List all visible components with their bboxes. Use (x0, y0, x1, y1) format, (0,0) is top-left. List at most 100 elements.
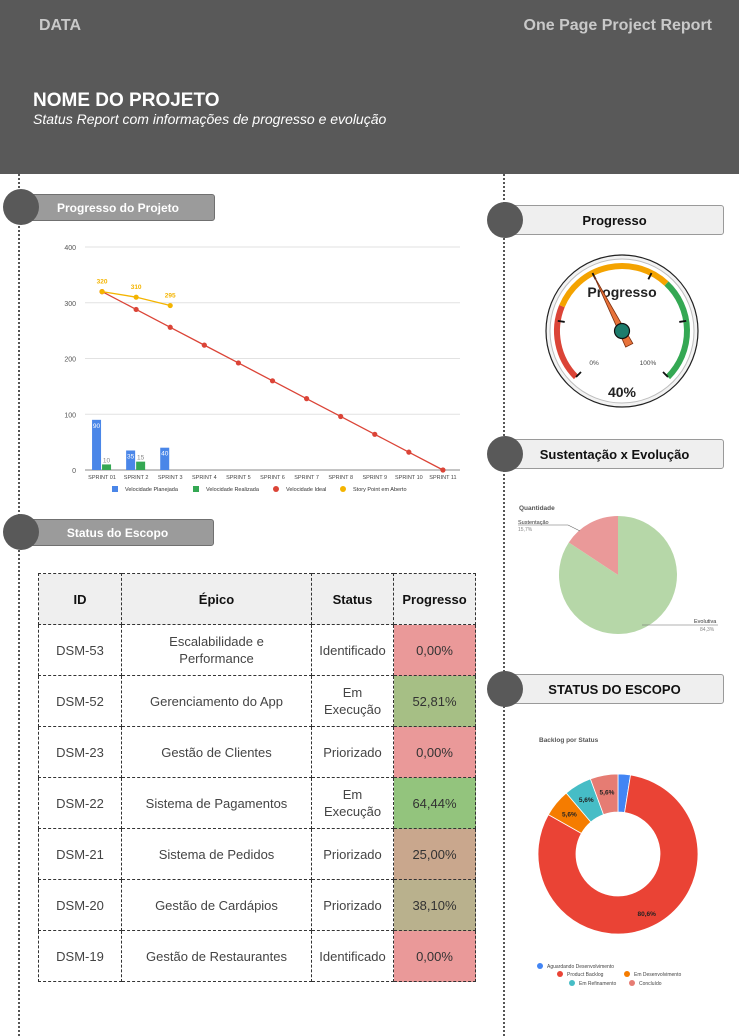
gauge-tick (647, 272, 653, 280)
data-point (235, 360, 242, 366)
pie-title: Quantidade (519, 505, 555, 512)
section-title: Progresso (505, 205, 724, 235)
x-tick-label: SPRINT 4 (192, 475, 217, 481)
scope-table: ID Épico Status Progresso DSM-53 Escalab… (38, 573, 476, 982)
gauge-band (559, 263, 669, 308)
data-point (269, 378, 276, 384)
bar-data-label: 10 (103, 457, 111, 464)
cell-id: DSM-22 (38, 777, 122, 829)
gauge-hub (613, 322, 631, 340)
table-row: DSM-20 Gestão de Cardápios Priorizado 38… (38, 879, 476, 931)
pie-slice-label: Sustentação (518, 520, 549, 526)
gauge-value-label: 40% (608, 384, 637, 400)
data-point (338, 413, 344, 420)
cell-status: Priorizado (311, 828, 394, 880)
bar (160, 447, 170, 470)
x-tick-label: SPRINT 3 (158, 475, 183, 481)
pie-slice-label: Evolutiva (694, 619, 717, 625)
section-scope-status-chart: STATUS DO ESCOPO (487, 671, 724, 707)
backlog-status-donut: Backlog por Status80,6%5,6%5,6%5,6%Aguar… (537, 737, 699, 987)
donut-slice-label: 5,6% (600, 789, 615, 796)
x-tick-label: SPRINT 6 (260, 475, 285, 481)
report-header: DATA One Page Project Report NOME DO PRO… (0, 0, 739, 174)
legend-label: Em Desenvolvimento (634, 972, 681, 978)
center-dotted-line (503, 174, 505, 1036)
cell-status: Em Execução (311, 777, 394, 829)
cell-epic: Escalabilidade e Performance (121, 624, 312, 676)
legend-label: Velocidade Planejada (125, 487, 179, 493)
cell-status: Priorizado (311, 726, 394, 778)
data-point (99, 289, 105, 295)
table-header-row: ID Épico Status Progresso (38, 573, 476, 625)
column-header-status: Status (311, 573, 394, 625)
section-title: Progresso do Projeto (21, 194, 215, 221)
bar (136, 461, 146, 470)
section-bullet-icon (3, 514, 39, 550)
data-point (303, 396, 310, 402)
legend-swatch (193, 486, 199, 492)
pie-slice (568, 516, 618, 575)
cell-progress: 52,81% (393, 675, 476, 727)
cell-epic: Sistema de Pagamentos (121, 777, 312, 829)
date-label: DATA (39, 17, 82, 34)
data-point (201, 342, 207, 348)
y-tick-label: 100 (64, 412, 76, 419)
column-header-id: ID (38, 573, 122, 625)
legend-swatch (569, 980, 575, 986)
cell-status: Priorizado (311, 879, 394, 931)
gauge-max-label: 100% (640, 360, 657, 367)
legend-label: Concluído (639, 981, 662, 987)
donut-slice (537, 774, 699, 935)
data-point (167, 324, 173, 330)
section-project-progress: Progresso do Projeto (3, 189, 215, 225)
gauge-tick (557, 319, 565, 323)
cell-progress: 38,10% (393, 879, 476, 931)
report-subtitle: Status Report com informações de progres… (33, 111, 387, 127)
table-row: DSM-53 Escalabilidade e Performance Iden… (38, 624, 476, 676)
section-title: STATUS DO ESCOPO (505, 674, 724, 704)
project-progress-chart: 0 100 200 300 400 SPRINT 01 SPRINT 2 SPRINT 3 SP… (64, 245, 460, 493)
y-tick-label: 200 (64, 357, 76, 364)
column-header-progress: Progresso (393, 573, 476, 625)
column-header-epic: Épico (121, 573, 312, 625)
bar (102, 464, 112, 470)
cell-progress: 25,00% (393, 828, 476, 880)
cell-id: DSM-19 (38, 930, 122, 982)
section-scope-status: Status do Escopo (3, 514, 214, 550)
table-row: DSM-52 Gerenciamento do App Em Execução … (38, 675, 476, 727)
table-row: DSM-22 Sistema de Pagamentos Em Execução… (38, 777, 476, 829)
legend-swatch (629, 980, 635, 986)
pie-slice (559, 516, 677, 634)
cell-epic: Gestão de Cardápios (121, 879, 312, 931)
donut-slice-label: 5,6% (579, 797, 594, 804)
bar-data-label: 90 (93, 423, 101, 430)
x-tick-label: SPRINT 10 (395, 475, 423, 481)
section-bullet-icon (487, 436, 523, 472)
x-tick-label: SPRINT 2 (124, 475, 149, 481)
legend-label: Product Backlog (567, 972, 604, 978)
bar-data-label: 40 (161, 451, 169, 458)
bar (126, 450, 136, 470)
gauge-title: Progresso (587, 284, 656, 300)
donut-slice (589, 773, 619, 816)
cell-epic: Gerenciamento do App (121, 675, 312, 727)
cell-progress: 64,44% (393, 777, 476, 829)
legend-label: Velocidade Ideal (286, 487, 326, 493)
donut-slice-label: 80,6% (637, 911, 656, 918)
gauge-tick (662, 371, 669, 378)
section-bullet-icon (487, 202, 523, 238)
legend-swatch (557, 971, 563, 977)
cell-id: DSM-23 (38, 726, 122, 778)
cell-id: DSM-52 (38, 675, 122, 727)
gauge-tick (575, 371, 582, 378)
section-title: Sustentação x Evolução (505, 439, 724, 469)
bar (92, 419, 102, 470)
legend-label: Aguardando Desenvolvimento (547, 964, 614, 970)
y-tick-label: 300 (64, 301, 76, 308)
bar-data-label: 15 (137, 455, 145, 462)
legend-swatch (112, 486, 118, 492)
legend-swatch (624, 971, 630, 977)
donut-title: Backlog por Status (539, 737, 599, 744)
pie-slice-value: 15,7% (518, 527, 533, 533)
cell-epic: Sistema de Pedidos (121, 828, 312, 880)
